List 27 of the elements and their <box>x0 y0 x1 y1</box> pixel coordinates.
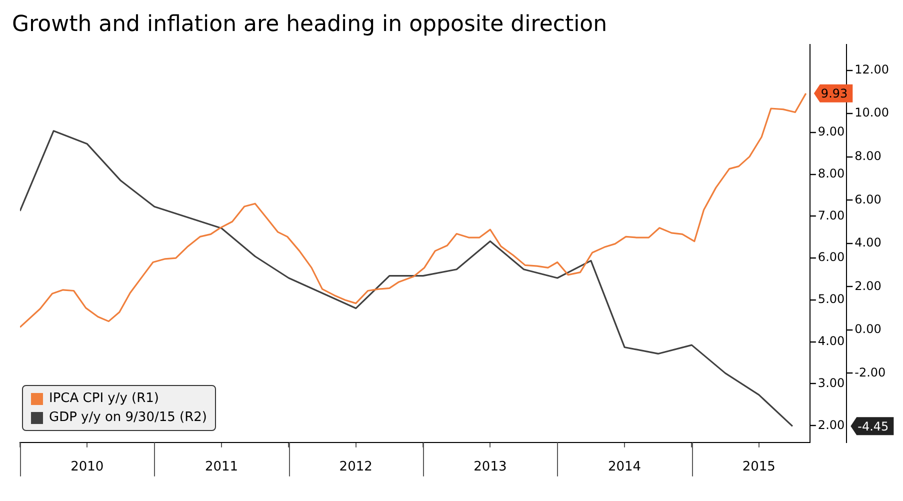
text: 9.93 <box>820 86 848 101</box>
y-tick-label: 7.00 <box>818 208 845 222</box>
text: -4.45 <box>858 419 889 434</box>
y2-tick-label: -2.00 <box>854 365 886 380</box>
y2-tick-label: 0.00 <box>854 322 882 336</box>
y2-tick-label: 8.00 <box>854 149 882 164</box>
y-tick-label: 6.00 <box>818 250 845 264</box>
y-tick-label: 5.00 <box>818 292 845 306</box>
x-tick-label: 2014 <box>608 460 642 475</box>
y2-tick-label: 4.00 <box>854 236 882 250</box>
y-tick-label: 9.00 <box>818 124 845 139</box>
legend-label: GDP y/y on 9/30/15 (R2) <box>49 409 207 427</box>
y-tick-label: 8.00 <box>818 166 845 180</box>
x-tick-label: 2011 <box>204 460 238 475</box>
x-tick-label: 2013 <box>474 460 507 475</box>
x-tick-label: 2015 <box>742 460 776 475</box>
legend-label: IPCA CPI y/y (R1) <box>49 390 160 408</box>
y2-tick-label: 12.00 <box>854 62 890 76</box>
x-tick-label: 2010 <box>70 460 104 475</box>
y2-tick-label: 10.00 <box>854 106 890 120</box>
chart-title: Growth and inflation are heading in opposite direction <box>12 12 608 37</box>
y-tick-label: 2.00 <box>818 418 845 432</box>
y2-tick-label: 6.00 <box>854 192 882 206</box>
y-tick-label: 3.00 <box>818 376 845 390</box>
y2-tick-label: 2.00 <box>854 278 882 293</box>
x-tick-label: 2012 <box>339 460 372 475</box>
y-tick-label: 4.00 <box>818 334 845 348</box>
